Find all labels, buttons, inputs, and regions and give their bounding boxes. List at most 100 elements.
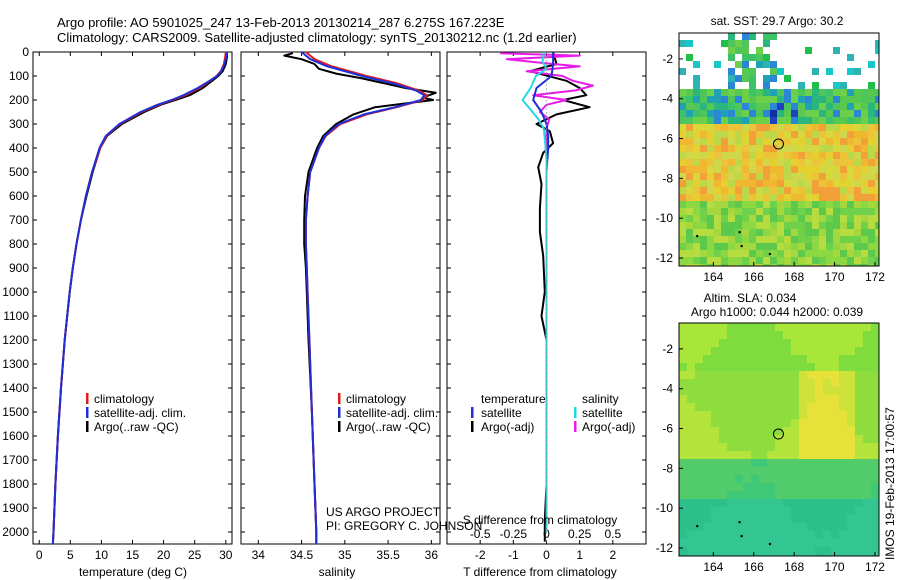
- map-cell: [807, 347, 815, 355]
- map-cell: [728, 243, 735, 250]
- map-cell: [735, 443, 743, 451]
- map-cell: [784, 96, 791, 103]
- map-cell: [868, 250, 875, 257]
- map-cell: [679, 547, 687, 555]
- map-cell: [815, 451, 823, 459]
- map-cell: [767, 427, 775, 435]
- map-cell: [742, 180, 749, 187]
- map-cell: [743, 355, 751, 363]
- map-cell: [727, 435, 735, 443]
- map-cell: [770, 117, 777, 124]
- map-cell: [756, 194, 763, 201]
- map-cell: [775, 491, 783, 499]
- map-cell: [742, 215, 749, 222]
- map-cell: [763, 187, 770, 194]
- map-cell: [695, 483, 703, 491]
- map-cell: [871, 363, 879, 371]
- map-cell: [855, 371, 863, 379]
- map-cell: [700, 152, 707, 159]
- map-cell: [695, 419, 703, 427]
- map-cell: [700, 96, 707, 103]
- map-cell: [719, 515, 727, 523]
- legend-swatch-s-satellite: [574, 407, 577, 418]
- map-cell: [700, 124, 707, 131]
- map-cell: [807, 427, 815, 435]
- map-cell: [777, 208, 784, 215]
- map-cell: [847, 459, 855, 467]
- map-cell: [749, 180, 756, 187]
- map-cell: [819, 166, 826, 173]
- map-cell: [711, 467, 719, 475]
- map-cell: [743, 323, 751, 331]
- map-cell: [791, 483, 799, 491]
- map-cell: [679, 124, 686, 131]
- map-cell: [791, 339, 799, 347]
- map-cell: [805, 124, 812, 131]
- map-cell: [815, 371, 823, 379]
- map-cell: [735, 243, 742, 250]
- depth-tick-label: 200: [9, 93, 29, 107]
- map-cell: [847, 194, 854, 201]
- map-cell: [756, 131, 763, 138]
- map-cell: [728, 236, 735, 243]
- map-cell: [735, 339, 743, 347]
- map-cell: [743, 475, 751, 483]
- map-cell: [875, 159, 879, 166]
- map-cell: [693, 243, 700, 250]
- map-cell: [819, 250, 826, 257]
- map-cell: [735, 371, 743, 379]
- map-cell: [791, 89, 798, 96]
- map-cell: [679, 131, 686, 138]
- map-cell: [714, 264, 721, 266]
- map-cell: [703, 331, 711, 339]
- map-cell: [763, 145, 770, 152]
- map-cell: [749, 117, 756, 124]
- temperature-tick-label: 5: [67, 548, 74, 562]
- map-cell: [798, 173, 805, 180]
- map-cell: [728, 229, 735, 236]
- map-cell: [823, 379, 831, 387]
- map-cell: [756, 124, 763, 131]
- map-cell: [693, 166, 700, 173]
- map-cell: [767, 531, 775, 539]
- map-cell: [805, 194, 812, 201]
- legend-swatch-satellite: [86, 407, 89, 418]
- map-cell: [700, 229, 707, 236]
- map-cell: [863, 339, 871, 347]
- map-cell: [751, 395, 759, 403]
- map-cell: [679, 243, 686, 250]
- map-cell: [759, 451, 767, 459]
- map-cell: [719, 371, 727, 379]
- map-cell: [703, 515, 711, 523]
- map-cell: [735, 355, 743, 363]
- map-cell: [703, 347, 711, 355]
- map-cell: [863, 467, 871, 475]
- map-cell: [833, 159, 840, 166]
- map-cell: [783, 531, 791, 539]
- map-cell: [742, 124, 749, 131]
- map-cell: [868, 89, 875, 96]
- map-cell: [703, 475, 711, 483]
- map-cell: [721, 124, 728, 131]
- map-cell: [783, 523, 791, 531]
- map-cell: [735, 507, 743, 515]
- map-cell: [749, 152, 756, 159]
- map-cell: [791, 194, 798, 201]
- map-cell: [871, 523, 879, 531]
- map-cell: [863, 459, 871, 467]
- map-lat-tick-label: -12: [656, 541, 674, 555]
- map-cell: [791, 152, 798, 159]
- map-cell: [805, 159, 812, 166]
- map-cell: [695, 371, 703, 379]
- map-cell: [763, 222, 770, 229]
- map-cell: [719, 499, 727, 507]
- map-cell: [807, 379, 815, 387]
- map-cell: [855, 531, 863, 539]
- map-lon-tick-label: 168: [784, 270, 804, 284]
- map-cell: [805, 215, 812, 222]
- map-cell: [798, 236, 805, 243]
- map-cell: [763, 236, 770, 243]
- map-cell: [775, 379, 783, 387]
- map-cell: [871, 507, 879, 515]
- map-cell: [847, 427, 855, 435]
